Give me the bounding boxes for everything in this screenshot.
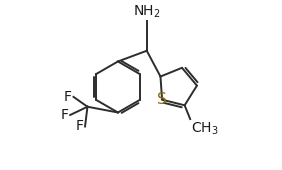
Text: F: F — [61, 108, 69, 122]
Text: NH$_2$: NH$_2$ — [133, 4, 160, 20]
Text: CH$_3$: CH$_3$ — [191, 121, 219, 137]
Text: F: F — [75, 120, 83, 133]
Text: F: F — [64, 90, 72, 104]
Text: S: S — [157, 92, 167, 107]
